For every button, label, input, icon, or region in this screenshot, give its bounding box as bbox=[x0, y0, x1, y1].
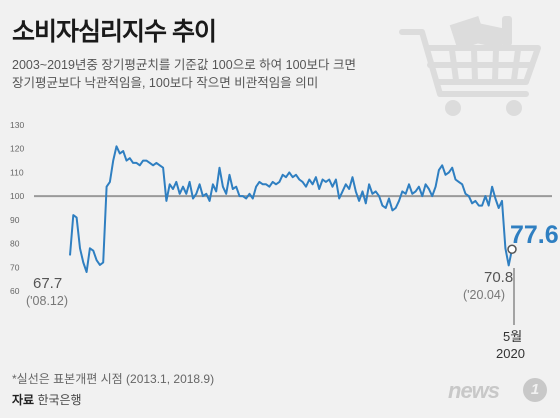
y-tick-label-110: 110 bbox=[10, 167, 24, 177]
y-tick-label-90: 90 bbox=[10, 215, 20, 225]
y-tick-label-120: 120 bbox=[10, 144, 24, 154]
subtitle-line-2: 장기평균보다 낙관적임을, 100보다 작으면 비관적임을 의미 bbox=[12, 76, 319, 90]
news1-logo: news bbox=[448, 378, 500, 403]
y-tick-label-130: 130 bbox=[10, 120, 24, 130]
y-tick-label-70: 70 bbox=[10, 262, 20, 272]
min-value-label: 67.7 bbox=[33, 275, 62, 292]
page-title: 소비자심리지수 추이 bbox=[12, 18, 217, 46]
y-tick-label-60: 60 bbox=[10, 286, 20, 296]
source-label: 자료 bbox=[12, 393, 35, 407]
low-value-label: 70.8 bbox=[484, 269, 513, 286]
last-year-label: 2020 bbox=[496, 346, 525, 361]
shopping-cart-icon bbox=[399, 16, 541, 116]
y-tick-label-80: 80 bbox=[10, 239, 20, 249]
news1-logo-badge: 1 bbox=[523, 378, 547, 402]
last-value-label: 77.6 bbox=[510, 221, 559, 249]
subtitle: 2003~2019년중 장기평균치를 기준값 100으로 하여 100보다 크면… bbox=[12, 56, 356, 92]
subtitle-line-1: 2003~2019년중 장기평균치를 기준값 100으로 하여 100보다 크면 bbox=[12, 58, 356, 72]
y-tick-label-100: 100 bbox=[10, 191, 24, 201]
source: 자료 한국은행 bbox=[12, 391, 82, 408]
min-date-label: ('08.12) bbox=[26, 294, 68, 308]
footnote: *실선은 표본개편 시점 (2013.1, 2018.9) bbox=[12, 372, 215, 386]
source-name: 한국은행 bbox=[37, 393, 82, 407]
last-point-marker bbox=[507, 244, 517, 255]
last-month-label: 5월 bbox=[503, 329, 522, 344]
series-line bbox=[69, 145, 513, 273]
low-date-label: ('20.04) bbox=[463, 288, 505, 302]
